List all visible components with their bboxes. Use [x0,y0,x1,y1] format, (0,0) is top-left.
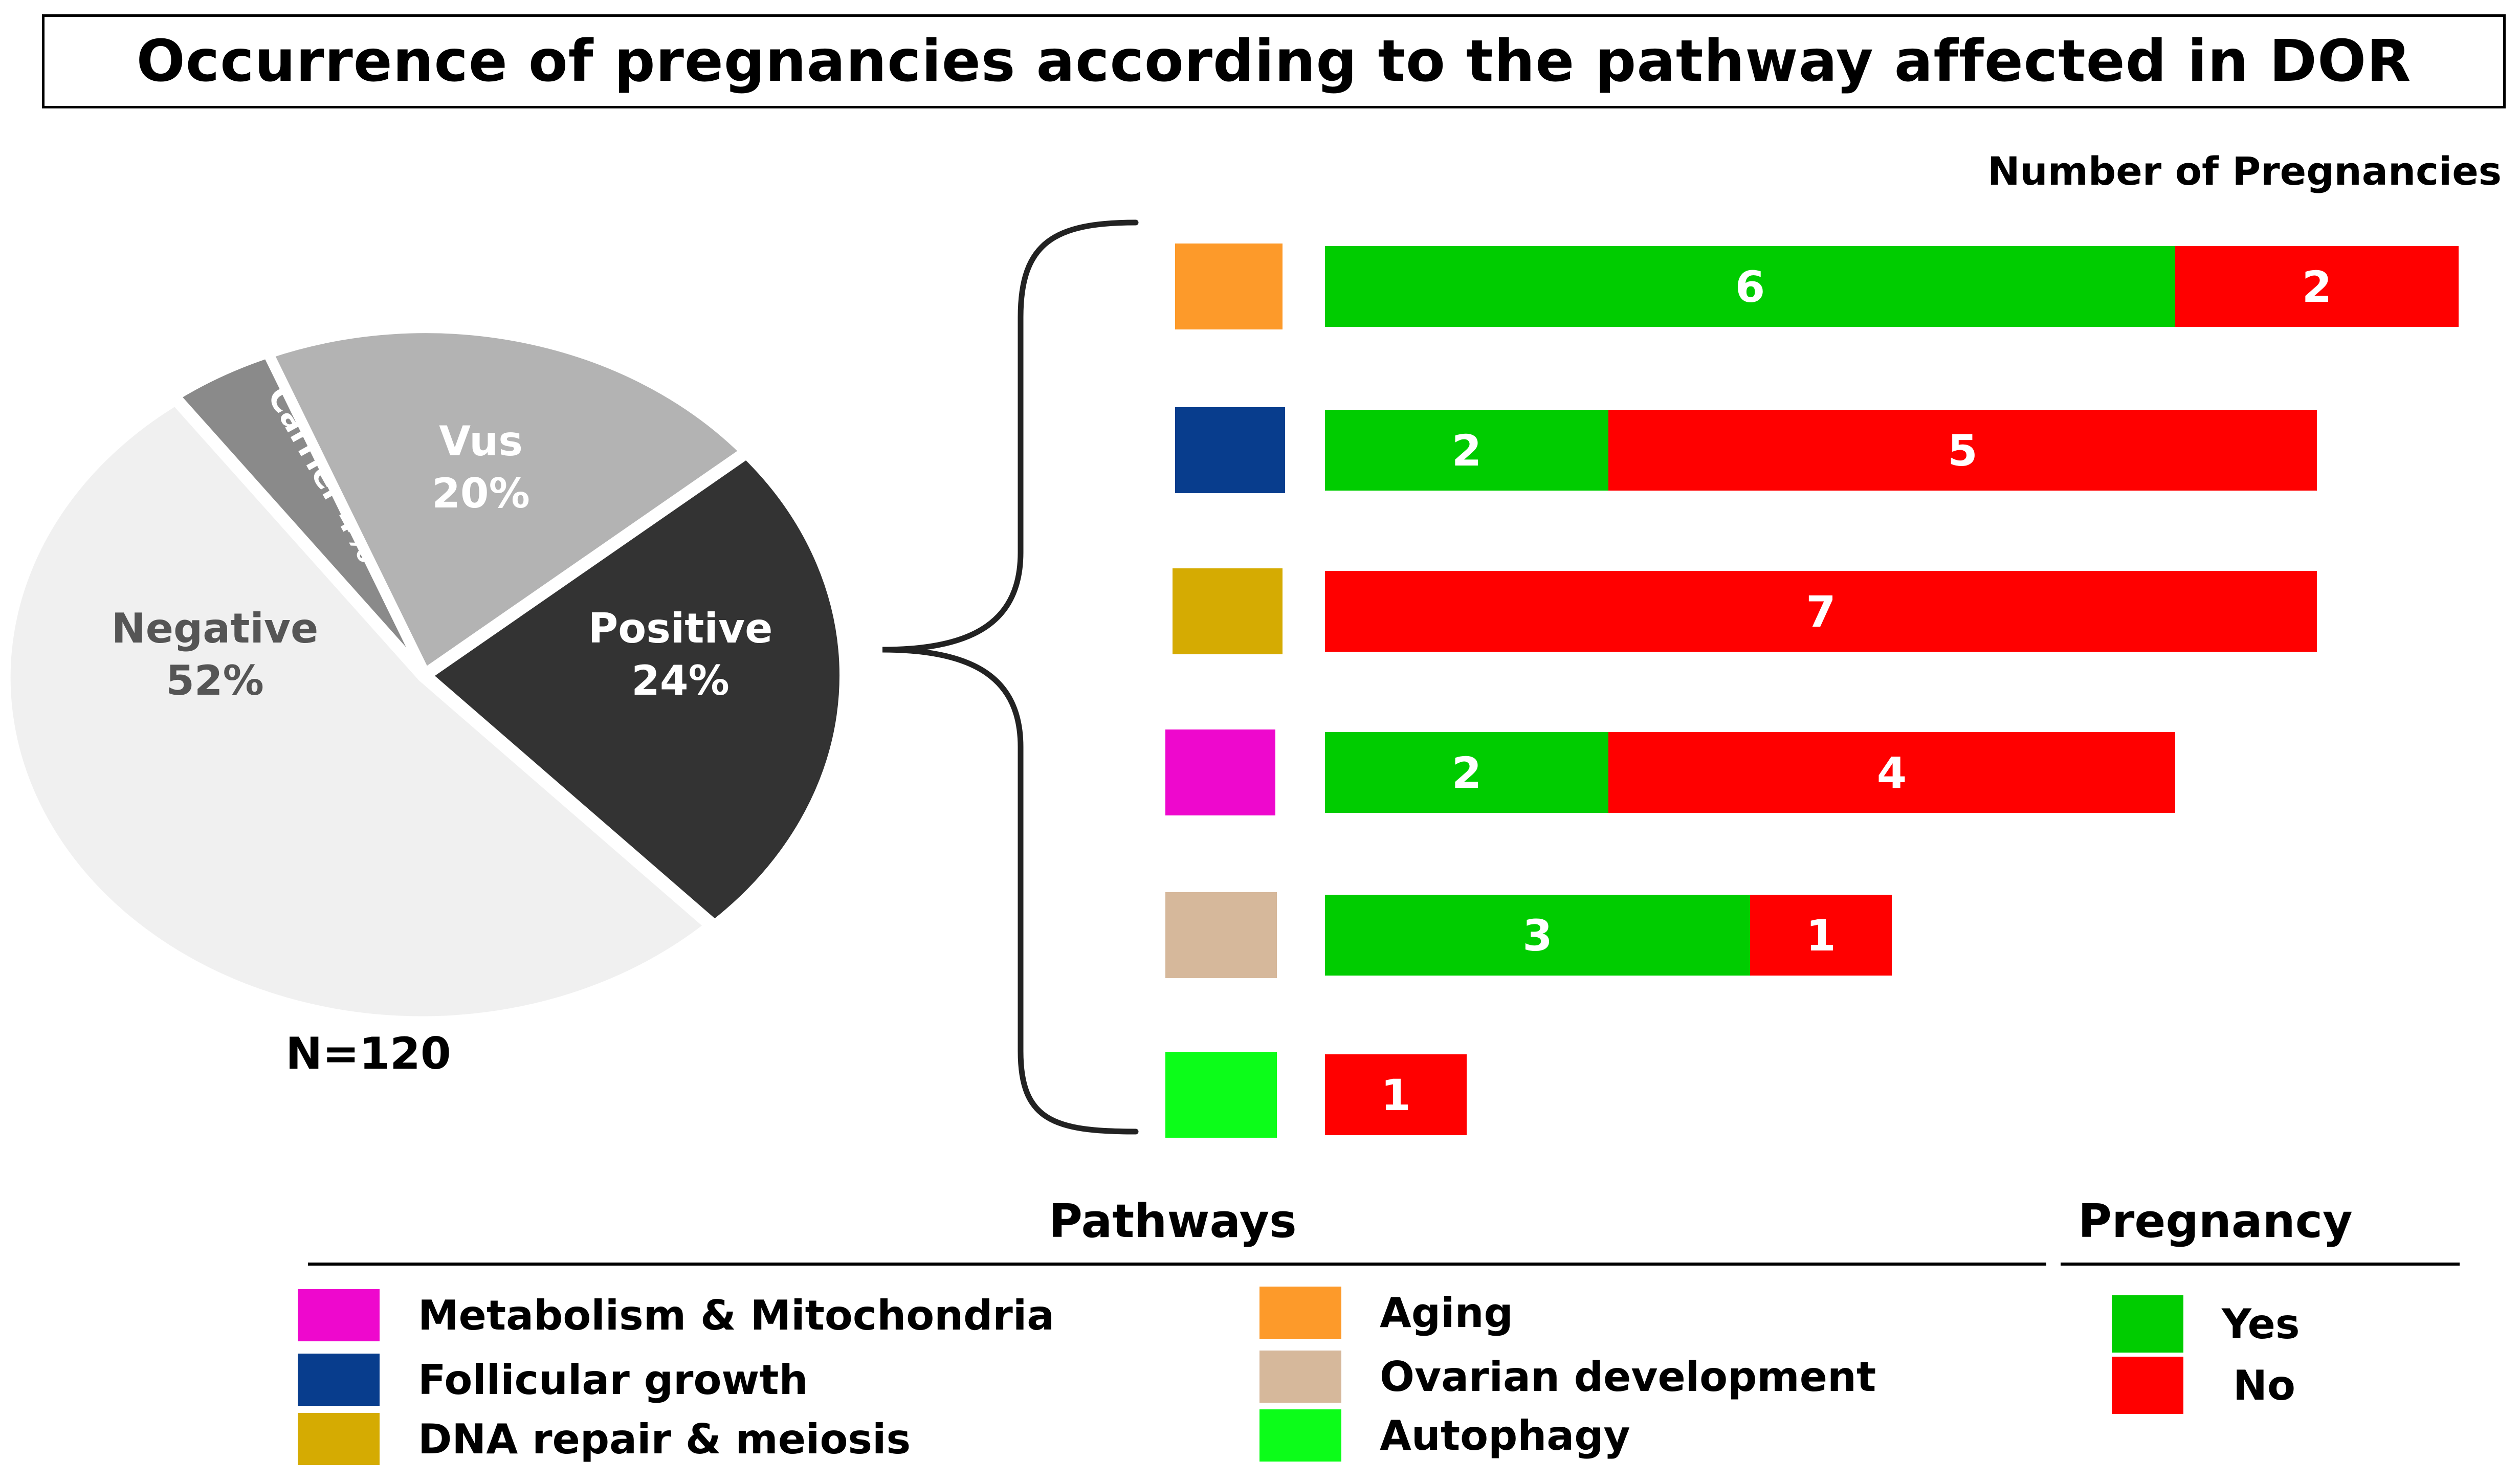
legend-label: Aging [1380,1289,1513,1337]
title-box: Occurrence of pregnancies according to t… [42,14,2506,108]
bar-value-label: 7 [1806,587,1836,637]
legend-label: Follicular growth [418,1356,808,1404]
legend-label: Yes [2222,1300,2300,1348]
pie-slice-positive [424,451,848,928]
sample-size-label: N=120 [285,1028,451,1079]
bar-segment-no [1608,732,2175,813]
legend-item-dna-repair-meiosis: DNA repair & meiosis [298,1413,911,1465]
pathway-swatch-aging [1175,244,1283,329]
bar-segment-yes [1325,410,1608,491]
pathway-swatch-metabolism-mitochondria [1165,729,1275,815]
pie-value-negative: 52% [166,657,263,704]
legend-swatch [2112,1357,2183,1414]
bar-axis-title: Number of Pregnancies [1987,148,2502,194]
figure-title: Occurrence of pregnancies according to t… [136,28,2412,95]
bar-segment-no [1608,410,2317,491]
stacked-bar-chart: 6 2 2 5 7 2 4 3 1 1 [1165,244,2459,1138]
legend-label: DNA repair & meiosis [418,1415,911,1463]
legend-swatch [2112,1295,2183,1353]
pie-label-positive: Positive [588,605,773,652]
pathway-swatch-follicular-growth [1175,407,1285,493]
legend-swatch [298,1413,380,1465]
bar-segment-no [1325,571,2317,652]
bar-segment-yes [1325,732,1608,813]
legend-label: No [2233,1361,2295,1409]
legend-swatch [1259,1351,1341,1403]
pie-label-negative: Negative [112,605,319,652]
bar-value-label: 1 [1806,911,1836,961]
pie-slice-negative [2,397,713,1025]
pathways-legend-title: Pathways [1049,1195,1297,1248]
legend-item-ovarian-development: Ovarian development [1259,1351,1876,1403]
pie-slice-carrier [172,350,427,676]
bar-value-label: 3 [1522,911,1552,961]
bar-segment-no [1325,1054,1467,1135]
bar-value-label: 2 [1452,748,1482,798]
legend-label: Metabolism & Mitochondria [418,1291,1055,1339]
bar-segment-yes [1325,246,2175,327]
bracket-connector [882,219,1139,1135]
bar-segment-yes [1325,895,1750,976]
pregnancy-legend-rule [2061,1263,2460,1266]
bar-value-label: 2 [2302,262,2332,312]
pie-value-positive: 24% [631,657,729,704]
legend-item-aging: Aging [1259,1287,1513,1339]
pie-slice-vus [266,325,748,676]
legend-label: Autophagy [1380,1411,1630,1459]
legend-swatch [298,1289,380,1341]
bar-segment-no [2175,246,2459,327]
legend-swatch [1259,1287,1341,1339]
legend-item-pregnancy-no: No [2112,1357,2295,1414]
bar-value-label: 6 [1735,262,1765,312]
legend-item-autophagy: Autophagy [1259,1409,1630,1462]
legend-swatch [298,1354,380,1406]
pathway-swatch-dna-repair-meiosis [1173,568,1283,654]
bar-value-label: 1 [1381,1070,1410,1120]
legend-item-metabolism-mitochondria: Metabolism & Mitochondria [298,1289,1054,1341]
pathways-legend-rule [308,1263,2046,1266]
bar-value-label: 2 [1452,426,1482,476]
pathway-swatch-ovarian-development [1165,892,1277,978]
pie-label-vus: Vus [439,417,523,465]
bar-value-label: 5 [1948,426,1977,476]
pie-value-vus: 20% [432,470,529,517]
legend-item-pregnancy-yes: Yes [2112,1295,2300,1353]
pregnancy-legend-title: Pregnancy [2078,1195,2353,1248]
legend-item-follicular-growth: Follicular growth [298,1354,808,1406]
bar-value-label: 4 [1877,748,1907,798]
pathway-swatch-autophagy [1165,1052,1277,1138]
legend-label: Ovarian development [1380,1353,1876,1401]
bar-segment-no [1750,895,1892,976]
legend-swatch [1259,1409,1341,1462]
